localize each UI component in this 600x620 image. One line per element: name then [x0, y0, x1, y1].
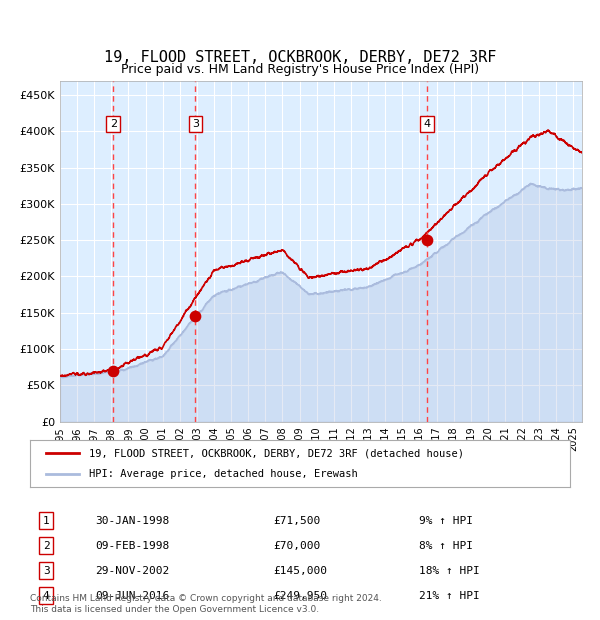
Text: 30-JAN-1998: 30-JAN-1998: [95, 516, 169, 526]
Text: Contains HM Land Registry data © Crown copyright and database right 2024.
This d: Contains HM Land Registry data © Crown c…: [30, 595, 382, 614]
Text: £71,500: £71,500: [273, 516, 320, 526]
Text: Price paid vs. HM Land Registry's House Price Index (HPI): Price paid vs. HM Land Registry's House …: [121, 63, 479, 76]
Text: £249,950: £249,950: [273, 591, 327, 601]
Text: HPI: Average price, detached house, Erewash: HPI: Average price, detached house, Erew…: [89, 469, 358, 479]
Text: 19, FLOOD STREET, OCKBROOK, DERBY, DE72 3RF (detached house): 19, FLOOD STREET, OCKBROOK, DERBY, DE72 …: [89, 448, 464, 458]
Text: 18% ↑ HPI: 18% ↑ HPI: [419, 565, 479, 576]
Text: 09-FEB-1998: 09-FEB-1998: [95, 541, 169, 551]
Point: [109, 366, 118, 376]
Text: 21% ↑ HPI: 21% ↑ HPI: [419, 591, 479, 601]
Point: [191, 311, 200, 321]
Text: 4: 4: [43, 591, 50, 601]
Text: 9% ↑ HPI: 9% ↑ HPI: [419, 516, 473, 526]
Text: 19, FLOOD STREET, OCKBROOK, DERBY, DE72 3RF: 19, FLOOD STREET, OCKBROOK, DERBY, DE72 …: [104, 50, 496, 65]
Text: 09-JUN-2016: 09-JUN-2016: [95, 591, 169, 601]
Text: £145,000: £145,000: [273, 565, 327, 576]
Text: 8% ↑ HPI: 8% ↑ HPI: [419, 541, 473, 551]
Text: 3: 3: [192, 119, 199, 129]
Text: 4: 4: [424, 119, 431, 129]
Text: 3: 3: [43, 565, 50, 576]
Point: [422, 236, 432, 246]
Text: 29-NOV-2002: 29-NOV-2002: [95, 565, 169, 576]
Text: 2: 2: [110, 119, 117, 129]
Text: £70,000: £70,000: [273, 541, 320, 551]
Text: 1: 1: [43, 516, 50, 526]
Text: 2: 2: [43, 541, 50, 551]
